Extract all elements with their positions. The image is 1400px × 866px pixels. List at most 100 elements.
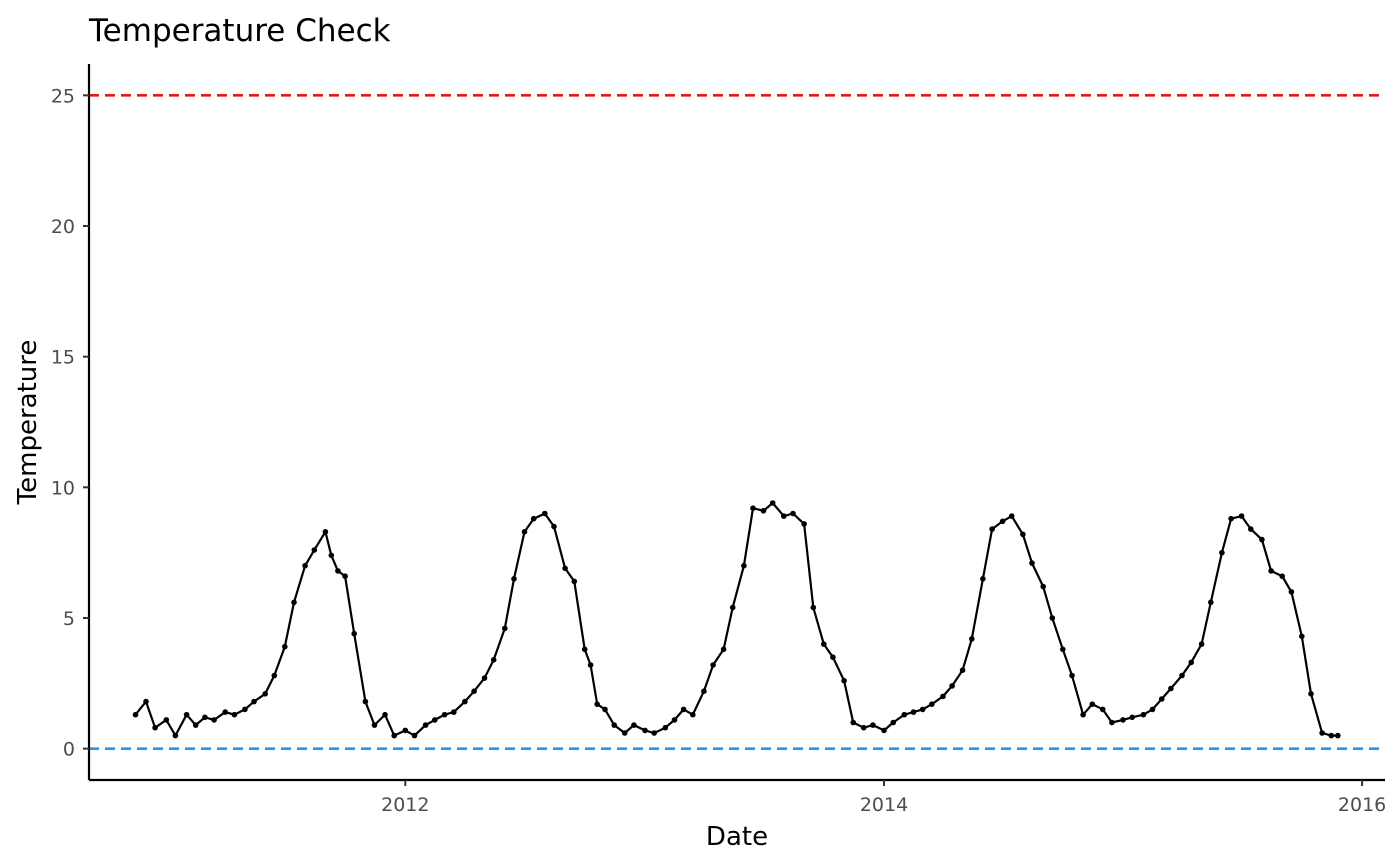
data-point <box>451 709 457 715</box>
data-point <box>710 662 716 668</box>
data-point <box>1208 599 1214 606</box>
data-point <box>411 732 418 739</box>
data-point <box>562 565 568 572</box>
data-point <box>282 643 288 650</box>
data-point <box>1020 531 1026 538</box>
data-point <box>940 693 946 700</box>
y-axis-title: Temperature <box>13 340 43 506</box>
data-point <box>1308 691 1314 697</box>
data-point <box>511 576 517 582</box>
data-point <box>152 724 158 731</box>
data-point <box>611 722 617 728</box>
data-point <box>1008 513 1015 519</box>
data-point <box>1268 568 1274 574</box>
data-point <box>781 513 787 519</box>
data-point <box>741 562 747 569</box>
data-point <box>841 677 847 684</box>
data-point <box>1149 706 1156 713</box>
data-point <box>760 508 767 514</box>
data-point <box>551 523 557 530</box>
y-tick-label: 0 <box>63 739 75 761</box>
temperature-line <box>134 501 1338 737</box>
y-tick-label: 15 <box>51 347 75 369</box>
data-point <box>402 727 409 734</box>
data-point <box>462 698 468 705</box>
data-point <box>1248 526 1254 532</box>
temperature-series <box>132 500 1341 739</box>
data-point <box>222 709 228 715</box>
data-point <box>1188 659 1194 666</box>
data-point <box>542 510 548 517</box>
data-point <box>251 698 257 705</box>
data-point <box>432 717 438 723</box>
data-point <box>1168 685 1174 692</box>
data-point <box>521 529 528 535</box>
data-point <box>1089 701 1096 707</box>
data-point <box>328 552 335 559</box>
data-point <box>910 709 917 715</box>
data-point <box>750 505 756 512</box>
data-point <box>1279 573 1285 579</box>
data-point <box>1049 615 1056 621</box>
data-point <box>172 732 179 739</box>
data-point <box>729 604 736 611</box>
data-point <box>1099 706 1106 713</box>
data-point <box>651 730 657 736</box>
data-point <box>901 711 908 718</box>
data-point <box>949 683 955 689</box>
data-point <box>132 711 139 718</box>
data-point <box>342 573 348 579</box>
data-point <box>1140 711 1147 718</box>
data-point <box>989 526 995 532</box>
data-point <box>870 722 876 728</box>
data-point <box>701 688 707 694</box>
data-point <box>1219 549 1225 556</box>
data-point <box>720 646 727 653</box>
data-point <box>1129 714 1135 721</box>
data-point <box>919 706 926 713</box>
x-axis-ticks: 2012 2014 2016 <box>381 780 1386 816</box>
data-point <box>999 518 1006 525</box>
data-point <box>769 500 776 506</box>
data-point <box>1029 560 1035 566</box>
data-point <box>262 691 269 697</box>
data-point <box>302 562 308 569</box>
data-point <box>821 641 827 647</box>
data-point <box>587 662 594 668</box>
data-point <box>1158 696 1165 702</box>
data-point <box>322 529 329 535</box>
data-point <box>502 625 508 632</box>
data-point <box>1238 513 1245 519</box>
data-point <box>631 722 637 728</box>
data-point <box>163 717 170 723</box>
data-point <box>211 717 217 723</box>
x-axis-title: Date <box>706 822 768 852</box>
data-point <box>371 722 378 728</box>
data-point <box>231 711 238 718</box>
y-tick-label: 5 <box>63 608 75 630</box>
data-point <box>1109 719 1115 726</box>
data-point <box>662 724 669 731</box>
data-point <box>571 578 578 585</box>
data-point <box>1069 672 1075 679</box>
data-point <box>382 711 388 718</box>
data-point <box>642 727 648 734</box>
data-point <box>490 657 497 663</box>
data-point <box>959 667 966 673</box>
data-point <box>311 547 318 553</box>
data-point <box>830 654 836 660</box>
data-point <box>441 711 448 718</box>
data-point <box>860 724 867 731</box>
data-point <box>581 646 588 653</box>
data-point <box>1040 583 1046 590</box>
data-point <box>801 521 807 527</box>
data-point <box>1299 633 1305 640</box>
reference-lines <box>89 94 1385 750</box>
data-point <box>594 701 600 707</box>
data-point <box>810 604 817 611</box>
data-point <box>602 706 608 713</box>
y-tick-label: 10 <box>51 477 75 499</box>
data-point <box>271 672 278 679</box>
data-point <box>621 730 628 736</box>
data-point <box>1319 730 1325 736</box>
